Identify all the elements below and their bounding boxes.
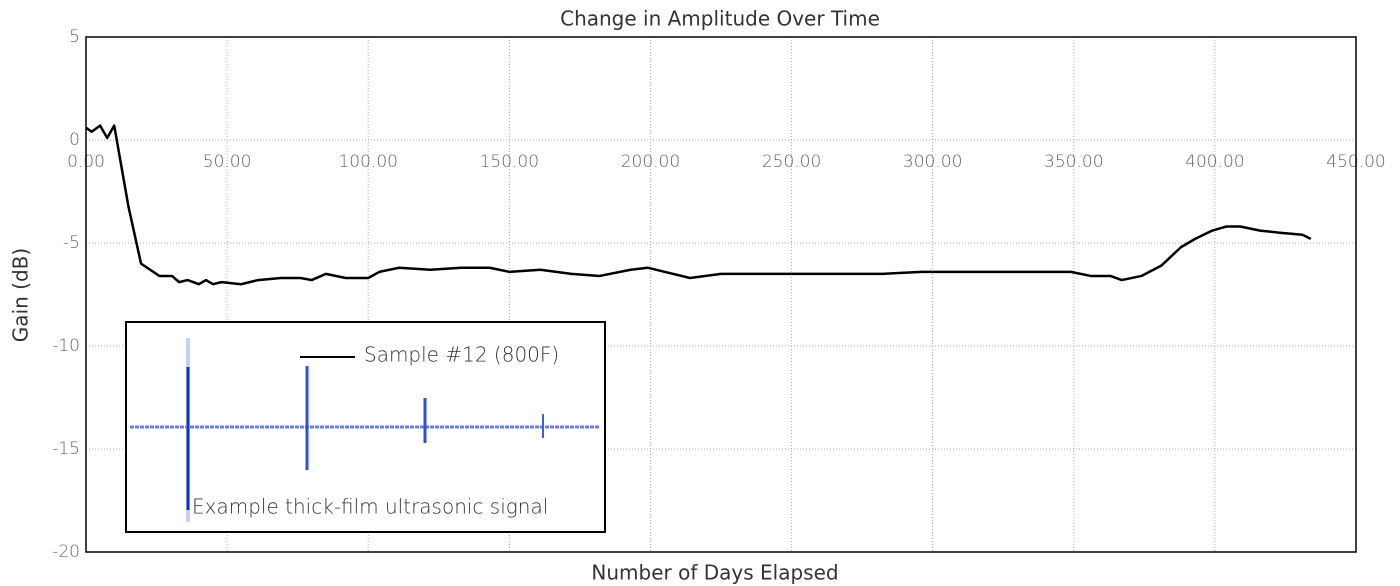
y-tick-label: -5 [63,233,80,253]
plot [86,126,1311,285]
y-tick-label: 5 [69,27,80,47]
y-tick-label: 0 [69,130,80,150]
x-tick-label: 50.00 [203,152,252,172]
chart-title: Change in Amplitude Over Time [560,7,880,31]
x-tick-label: 150.00 [480,152,539,172]
y-tick-label: -15 [52,439,80,459]
chart: Change in Amplitude Over Time Number of … [0,0,1400,586]
x-axis-label: Number of Days Elapsed [591,561,838,585]
x-tick-label: 300.00 [903,152,962,172]
y-tick-label: -20 [52,542,80,562]
x-tick-label: 250.00 [762,152,821,172]
data-line [86,126,1311,285]
y-tick-label: -10 [52,336,80,356]
x-tick-label: 350.00 [1044,152,1103,172]
y-axis-label: Gain (dB) [9,248,33,342]
x-tick-label: 200.00 [621,152,680,172]
inset: Sample #12 (800F) Example thick-film ult… [126,322,605,532]
x-tick-label: 400.00 [1185,152,1244,172]
annotation: Example thick-film ultrasonic signal [192,495,548,519]
x-tick-label: 100.00 [338,152,397,172]
legend-label: Sample #12 (800F) [364,343,559,367]
